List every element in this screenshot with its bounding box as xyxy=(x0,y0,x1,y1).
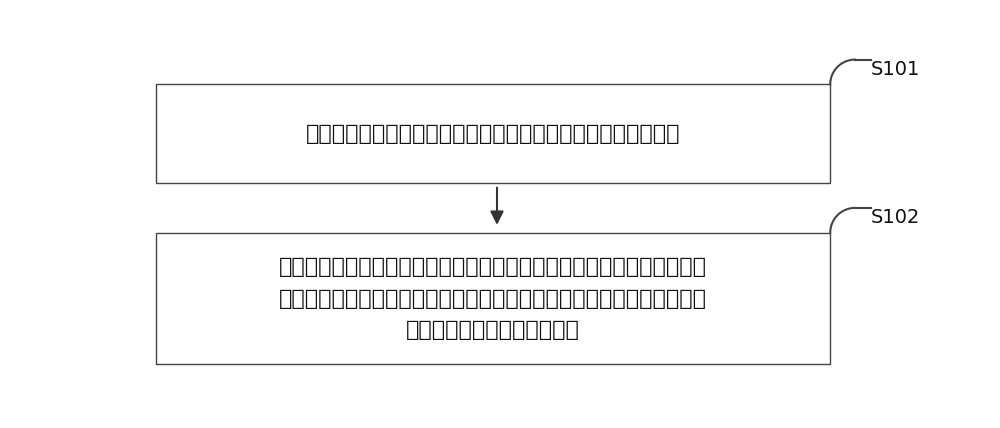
FancyBboxPatch shape xyxy=(156,233,830,365)
Text: S102: S102 xyxy=(871,208,920,227)
FancyBboxPatch shape xyxy=(156,84,830,183)
Text: 根据所述用户的眼睛度数，将所述头戴显示器中镜片的焦距调节至目标焦
距，以使得所述用户观看到清晰度满足预设条件的画面，其中，该画面为
所述头戴显示器所显示的画面: 根据所述用户的眼睛度数，将所述头戴显示器中镜片的焦距调节至目标焦 距，以使得所述… xyxy=(279,257,707,340)
Text: 当检测到用户佩戴所述头戴显示器时，获取所述用户的眼睛度数: 当检测到用户佩戴所述头戴显示器时，获取所述用户的眼睛度数 xyxy=(306,124,680,144)
Text: S101: S101 xyxy=(871,60,920,79)
